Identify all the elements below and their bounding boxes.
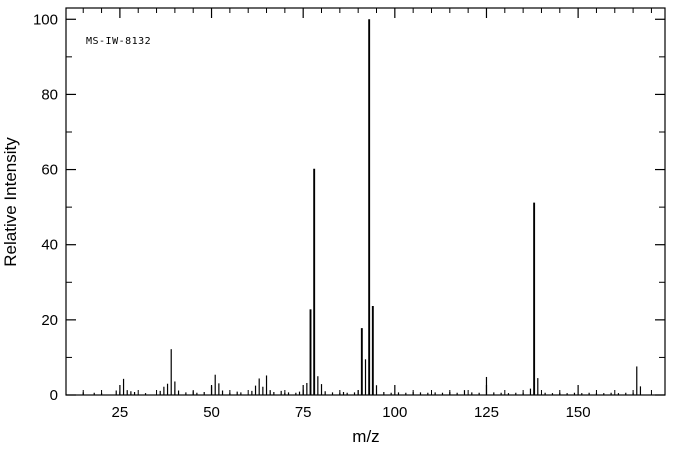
x-tick-label: 125 — [474, 404, 499, 421]
y-tick-label: 0 — [50, 387, 58, 404]
sample-id-annotation: MS-IW-8132 — [86, 36, 151, 47]
x-tick-label: 100 — [382, 404, 407, 421]
y-axis-major-ticks — [66, 18, 665, 396]
y-tick-label: 60 — [41, 162, 58, 179]
y-tick-label: 100 — [33, 11, 58, 28]
y-tick-label: 20 — [41, 312, 58, 329]
y-axis-title: Relative Intensity — [1, 137, 20, 267]
y-tick-label: 40 — [41, 237, 58, 254]
x-tick-label: 150 — [566, 404, 591, 421]
x-axis-title: m/z — [352, 427, 379, 446]
x-tick-label: 50 — [203, 404, 220, 421]
x-tick-label: 25 — [112, 404, 129, 421]
y-axis-minor-ticks — [66, 56, 665, 358]
x-tick-label: 75 — [295, 404, 312, 421]
y-tick-label: 80 — [41, 86, 58, 103]
spectrum-peaks — [82, 19, 642, 395]
x-axis-tick-labels: 25 50 75 100 125 150 — [112, 404, 591, 421]
y-axis-tick-labels: 0 20 40 60 80 100 — [33, 11, 58, 404]
